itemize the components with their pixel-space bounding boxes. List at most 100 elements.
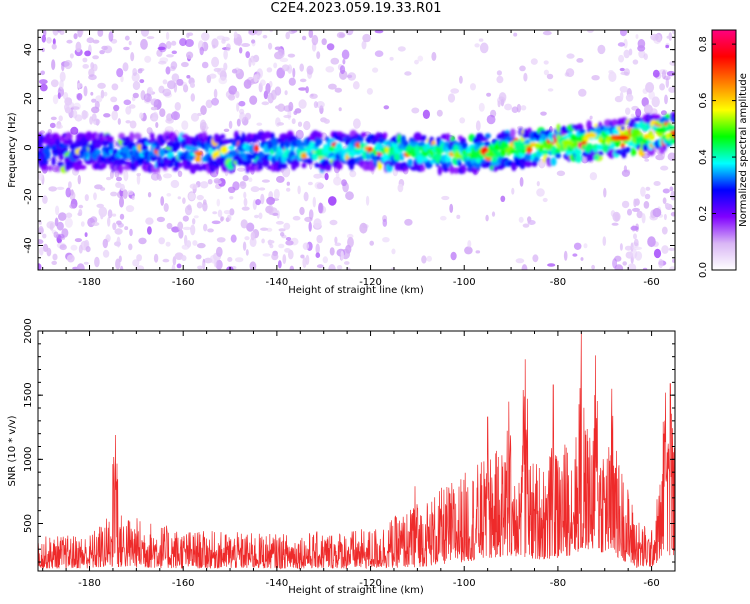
spectrogram-noise-cell (64, 217, 73, 228)
spectrogram-noise-cell (236, 102, 240, 112)
spectrogram-noise-cell (278, 228, 286, 232)
snr-x-tick-label: -60 (643, 578, 659, 589)
spectrogram-noise-cell (301, 35, 307, 41)
spectrogram-band-cell (95, 149, 101, 155)
spectrogram-band-cell (483, 141, 491, 147)
spectrogram-band-cell (249, 144, 256, 154)
spectrogram-noise-cell (658, 258, 664, 269)
spectrogram-noise-cell (81, 110, 88, 120)
spectrogram-band-cell (542, 149, 549, 156)
spectrogram-noise-cell (250, 231, 255, 241)
spectrogram-noise-cell (283, 105, 293, 112)
spectrogram-noise-cell (267, 204, 274, 215)
spectrogram-band-cell (416, 155, 424, 164)
spectrogram-y-label: Frequency (Hz) (7, 112, 18, 188)
spectrogram-noise-cell (41, 34, 46, 43)
spectrogram-noise-cell (644, 193, 651, 200)
spectrogram-band-cell (397, 143, 404, 150)
spectrogram-band-cell (169, 162, 174, 168)
spectrogram-noise-cell (208, 73, 217, 79)
spectrogram-noise-cell (540, 111, 547, 116)
spectrogram-noise-cell (589, 159, 594, 164)
spectrogram-noise-cell (220, 216, 224, 222)
spectrogram-noise-cell (100, 213, 104, 220)
spectrogram-noise-cell (326, 43, 335, 51)
spectrogram-noise-cell (669, 266, 675, 270)
spectrogram-noise-cell (624, 245, 632, 251)
spectrogram-noise-cell (315, 252, 321, 258)
spectrogram-noise-cell (288, 77, 296, 86)
spectrogram-noise-cell (260, 227, 269, 231)
spectrogram-hot-spot (617, 134, 630, 141)
spectrogram-noise-cell (38, 79, 48, 85)
spectrogram-noise-cell (196, 242, 206, 249)
spectrogram-noise-cell (623, 49, 630, 59)
spectrogram-noise-cell (226, 214, 232, 222)
spectrogram-band-cell (336, 162, 343, 170)
spectrogram-noise-cell (543, 69, 550, 76)
spectrogram-noise-cell (70, 126, 79, 135)
spectrogram-band-cell (382, 153, 390, 163)
spectrogram-noise-cell (76, 93, 83, 101)
spectrogram-band-cell (257, 165, 264, 170)
spectrogram-noise-cell (128, 243, 133, 251)
spectrogram-noise-cell (46, 37, 52, 44)
spectrogram-noise-cell (620, 71, 629, 76)
spectrogram-noise-cell (125, 120, 131, 124)
spectrogram-noise-cell (197, 265, 203, 270)
spectrogram-noise-cell (254, 214, 259, 219)
spectrogram-noise-cell (339, 65, 346, 75)
spectrogram-noise-cell (127, 190, 134, 196)
snr-panel: -180 -160 -140 -120 -100 -80 -60 500 1000 1500 20… (7, 318, 676, 596)
spectrogram-band-cell (630, 148, 637, 156)
spectrogram-noise-cell (52, 30, 59, 36)
spectrogram-band-cell (523, 128, 528, 138)
spectrogram-x-tick-label: -140 (266, 277, 289, 288)
spectrogram-noise-cell (383, 105, 390, 110)
spectrogram-noise-cell (566, 53, 575, 59)
spectrogram-noise-cell (404, 71, 412, 76)
spectrogram-noise-cell (284, 248, 291, 253)
spectrogram-noise-cell (216, 237, 226, 243)
spectrogram-band-cell (227, 145, 235, 150)
spectrogram-noise-cell (199, 46, 204, 56)
spectrogram-noise-cell (369, 240, 375, 246)
spectrogram-noise-cell (353, 118, 361, 129)
spectrogram-x-tick-label: -120 (359, 277, 382, 288)
spectrogram-noise-cell (111, 110, 118, 121)
colorbar-label: Normalized spectral amplitude (738, 73, 749, 227)
spectrogram-noise-cell (102, 249, 110, 258)
spectrogram-band-cell (348, 157, 357, 166)
spectrogram-band-cell (397, 133, 402, 144)
spectrogram-noise-cell (190, 224, 196, 236)
spectrogram-noise-cell (565, 68, 575, 78)
spectrogram-noise-cell (542, 197, 548, 203)
spectrogram-band-cell (253, 145, 259, 152)
spectrogram-noise-cell (333, 176, 342, 186)
spectrogram-band-cell (53, 165, 63, 173)
spectrogram-noise-cell (325, 66, 335, 73)
spectrogram-noise-cell (110, 191, 118, 197)
spectrogram-noise-cell (136, 254, 143, 262)
spectrogram-noise-cell (618, 54, 625, 63)
spectrogram-noise-cell (612, 211, 621, 222)
spectrogram-band-cell (154, 146, 161, 151)
spectrogram-noise-cell (59, 30, 65, 35)
spectrogram-noise-cell (122, 189, 128, 200)
spectrogram-noise-cell (228, 120, 233, 129)
spectrogram-noise-cell (78, 204, 84, 209)
spectrogram-noise-cell (328, 196, 337, 206)
spectrogram-noise-cell (266, 196, 275, 205)
spectrogram-noise-cell (212, 211, 218, 215)
spectrogram-noise-cell (500, 98, 505, 107)
spectrogram-noise-cell (293, 110, 298, 116)
spectrogram-noise-cell (498, 92, 507, 103)
snr-y-tick-label: 500 (23, 514, 34, 533)
spectrogram-noise-cell (165, 66, 171, 75)
spectrogram-band-cell (652, 114, 661, 120)
spectrogram-noise-cell (313, 101, 318, 109)
spectrogram-band-cell (162, 166, 168, 171)
spectrogram-noise-cell (342, 58, 346, 65)
spectrogram-band-cell (461, 164, 467, 174)
spectrogram-noise-cell (57, 86, 64, 97)
